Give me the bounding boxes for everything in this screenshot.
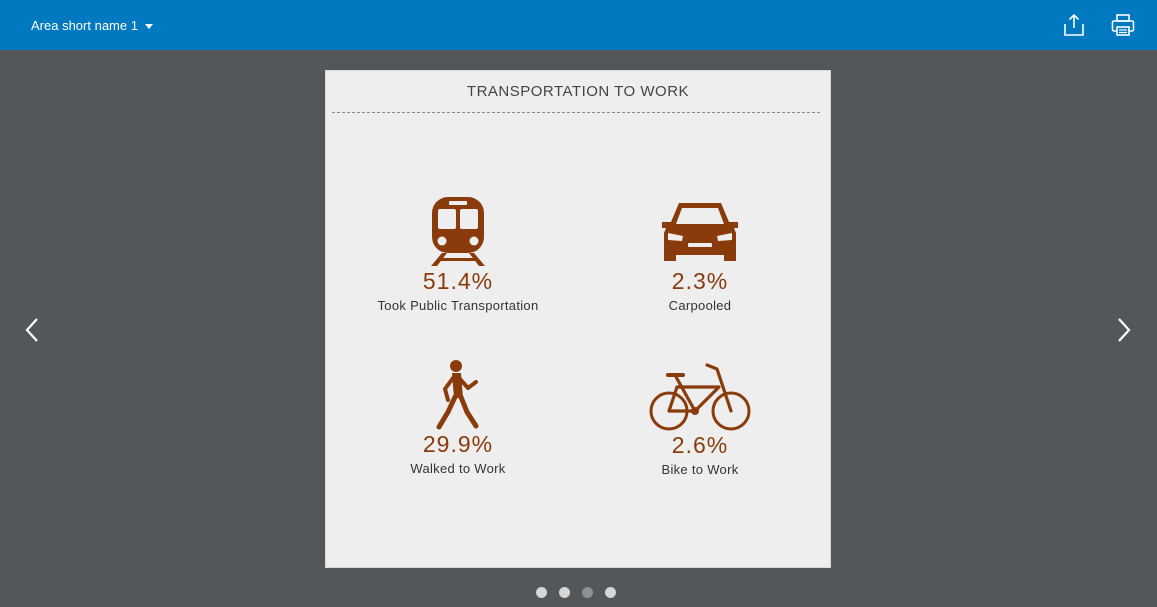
chevron-left-icon [25, 318, 38, 342]
share-button[interactable] [1061, 12, 1087, 38]
stat-label: Took Public Transportation [377, 298, 539, 313]
infographic-card: TRANSPORTATION TO WORK 51.4% Took Public… [325, 70, 831, 568]
stat-value: 2.3% [671, 268, 729, 294]
train-icon [431, 197, 485, 266]
bicycle-icon [649, 363, 751, 431]
card-title: TRANSPORTATION TO WORK [466, 83, 690, 100]
share-export-icon [1064, 13, 1084, 36]
page-indicator [536, 587, 616, 599]
printer-icon [1111, 14, 1135, 36]
area-select-dropdown[interactable]: Area short name 1 [31, 17, 153, 35]
stat-label: Carpooled [668, 298, 732, 313]
car-icon [662, 203, 738, 261]
stat-value: 29.9% [422, 431, 494, 457]
stat-label: Walked to Work [410, 461, 506, 476]
top-bar: Area short name 1 [0, 0, 1157, 50]
stat-public-transportation: 51.4% Took Public Transportation [358, 195, 558, 314]
chevron-right-icon [1118, 318, 1131, 342]
area-select-label: Area short name 1 [31, 18, 138, 33]
stat-bike: 2.6% Bike to Work [600, 363, 800, 478]
page-dot-4[interactable] [605, 587, 616, 598]
previous-page-button[interactable] [23, 316, 43, 344]
page-dot-2[interactable] [559, 587, 570, 598]
caret-down-icon [144, 23, 153, 29]
next-page-button[interactable] [1114, 316, 1134, 344]
title-divider [332, 112, 820, 113]
stat-value: 2.6% [671, 432, 729, 458]
stat-label: Bike to Work [661, 462, 739, 477]
stat-walked: 29.9% Walked to Work [358, 360, 558, 477]
walking-person-icon [436, 360, 479, 430]
print-button[interactable] [1110, 12, 1136, 38]
stat-value: 51.4% [422, 268, 494, 294]
page-dot-3[interactable] [582, 587, 593, 598]
stat-carpooled: 2.3% Carpooled [600, 195, 800, 314]
page-dot-1[interactable] [536, 587, 547, 598]
